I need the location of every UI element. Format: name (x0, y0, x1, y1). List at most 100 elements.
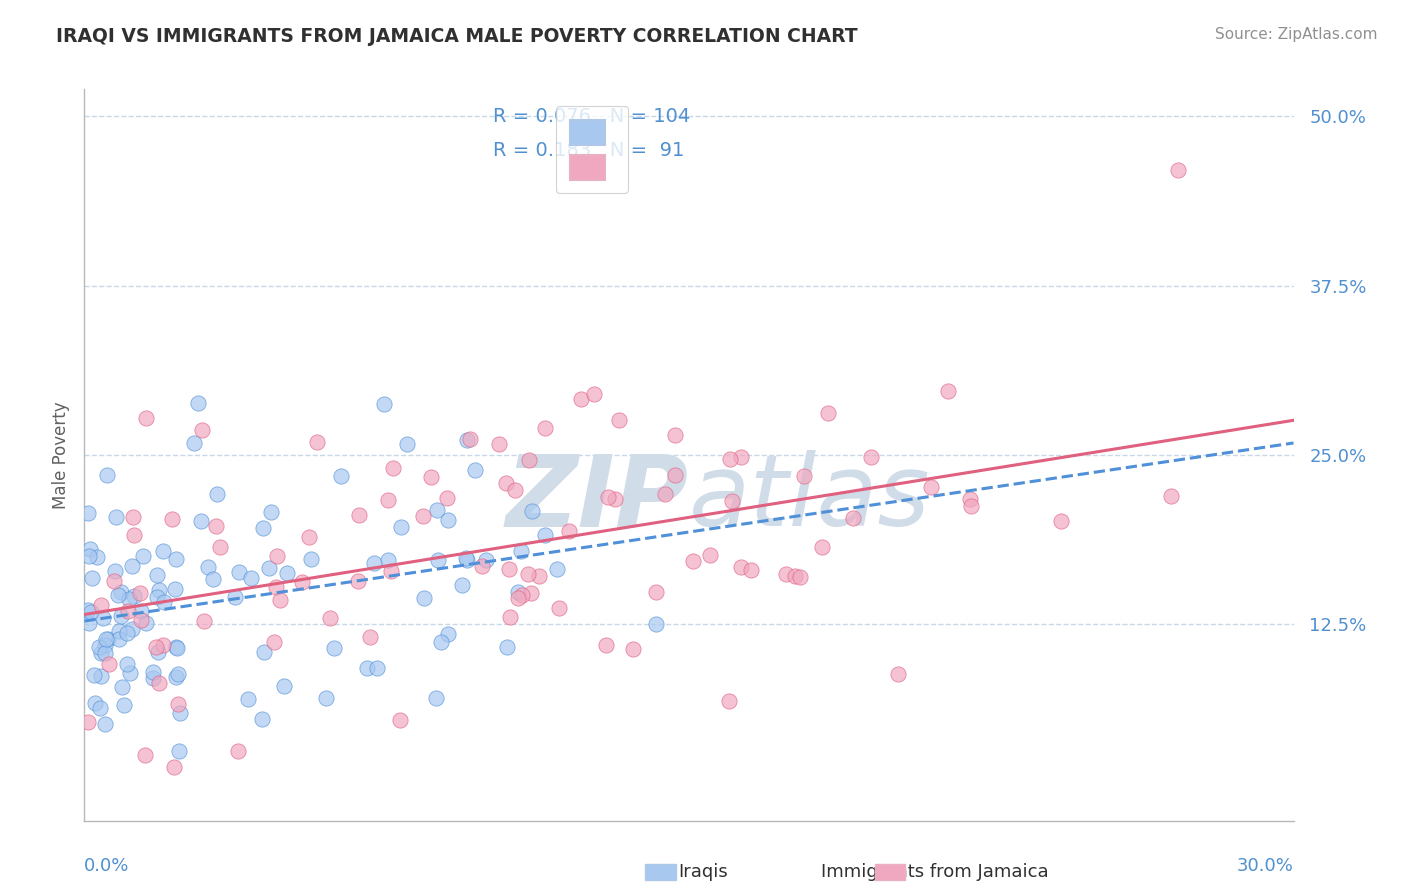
Point (437, 627, 460, 641)
Point (142, 671, 165, 685)
Point (359, 630, 381, 644)
Point (664, 468, 686, 483)
Point (79, 541, 101, 556)
Point (77, 715, 100, 730)
Point (451, 578, 474, 592)
Point (437, 512, 460, 526)
Text: Source: ZipAtlas.com: Source: ZipAtlas.com (1215, 27, 1378, 42)
Point (499, 610, 522, 624)
Text: IRAQI VS IMMIGRANTS FROM JAMAICA MALE POVERTY CORRELATION CHART: IRAQI VS IMMIGRANTS FROM JAMAICA MALE PO… (56, 27, 858, 45)
Point (112, 698, 135, 713)
Point (135, 616, 157, 631)
Point (191, 423, 214, 437)
Point (165, 552, 187, 566)
Point (583, 386, 606, 401)
Point (621, 642, 644, 657)
Point (817, 407, 839, 421)
Point (377, 553, 399, 567)
Point (389, 520, 412, 534)
Point (110, 609, 132, 624)
Text: R = 0.076   N = 104: R = 0.076 N = 104 (494, 107, 690, 126)
Point (183, 436, 205, 450)
Point (83, 697, 105, 711)
Point (90, 598, 112, 612)
Point (519, 452, 541, 467)
Point (77, 603, 100, 617)
Point (430, 635, 453, 649)
Point (682, 554, 704, 568)
Point (373, 397, 395, 411)
Point (121, 509, 143, 524)
Point (105, 509, 128, 524)
Point (527, 568, 550, 582)
Point (118, 592, 141, 607)
Point (366, 661, 388, 675)
Point (377, 492, 399, 507)
Point (103, 574, 125, 588)
Point (89, 640, 111, 655)
Text: Iraqis: Iraqis (678, 863, 728, 881)
Point (90, 669, 112, 683)
Point (412, 509, 434, 524)
Point (298, 530, 321, 544)
Point (129, 613, 152, 627)
Point (253, 645, 276, 659)
Point (167, 744, 190, 758)
Point (347, 508, 370, 523)
Point (427, 553, 450, 567)
Point (236, 692, 259, 706)
Point (775, 566, 797, 581)
Point (605, 491, 627, 506)
Point (129, 586, 152, 600)
Point (97, 632, 120, 647)
Point (510, 544, 533, 558)
Y-axis label: Male Poverty: Male Poverty (52, 401, 70, 508)
Point (166, 640, 188, 655)
Point (148, 676, 170, 690)
Point (122, 589, 145, 603)
Point (323, 641, 346, 656)
Point (266, 580, 288, 594)
Point (783, 569, 806, 583)
Point (169, 706, 191, 721)
Point (718, 452, 741, 467)
Point (228, 565, 250, 579)
Point (960, 499, 983, 513)
Point (146, 590, 169, 604)
Point (496, 640, 519, 655)
Legend: , : , (557, 106, 628, 194)
Point (80, 605, 103, 619)
Point (506, 591, 529, 605)
Point (257, 561, 280, 575)
Point (252, 521, 274, 535)
Point (419, 470, 441, 484)
Point (193, 614, 215, 628)
Point (842, 511, 865, 525)
Point (115, 626, 138, 640)
Point (456, 433, 478, 447)
Point (413, 591, 436, 605)
Point (269, 593, 291, 607)
Point (166, 667, 188, 681)
Point (160, 512, 183, 526)
Point (197, 559, 219, 574)
Point (498, 562, 520, 576)
Point (460, 433, 482, 447)
Point (134, 747, 156, 762)
Point (388, 714, 411, 728)
Point (315, 690, 337, 705)
Point (291, 575, 314, 590)
Point (77, 549, 100, 564)
Point (165, 640, 187, 654)
Point (356, 661, 378, 675)
Point (307, 435, 329, 450)
Point (209, 540, 232, 554)
Point (488, 436, 510, 450)
Point (516, 567, 538, 582)
Point (654, 487, 676, 501)
Point (77, 615, 100, 630)
Point (330, 469, 353, 483)
Point (547, 562, 569, 576)
Point (163, 582, 186, 596)
Point (558, 524, 581, 538)
